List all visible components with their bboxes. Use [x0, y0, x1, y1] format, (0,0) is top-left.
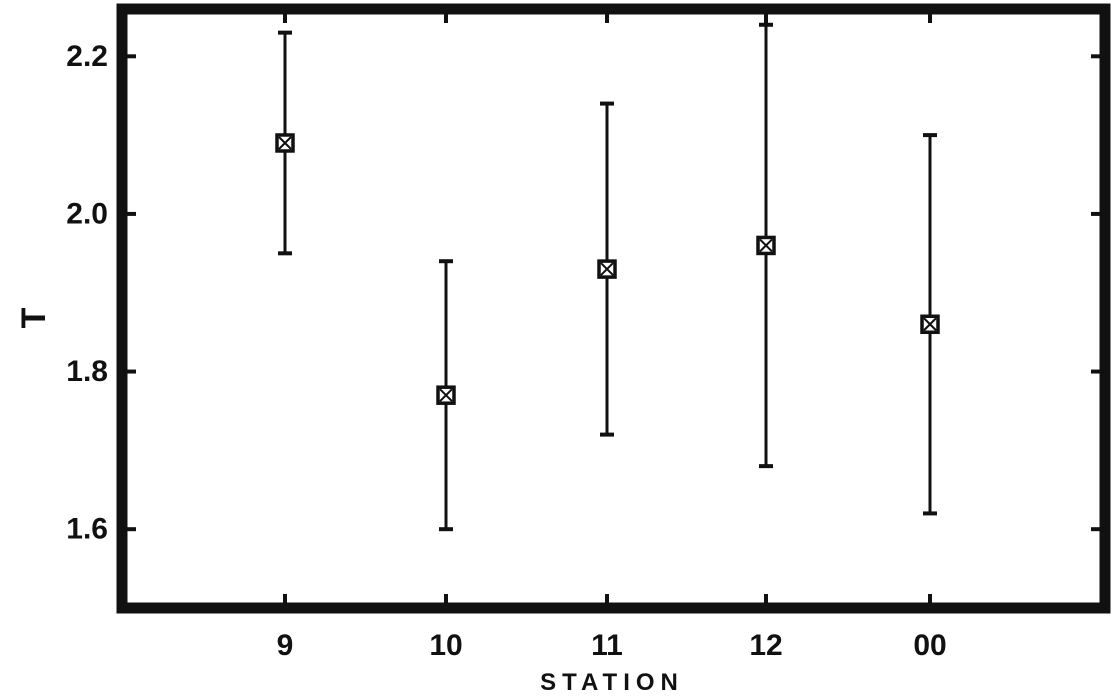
y-tick-label: 2.2: [66, 40, 108, 73]
data-point: [275, 133, 295, 153]
data-point-cross-b: [278, 136, 292, 150]
x-tick-label: 00: [913, 629, 946, 662]
markers: [275, 133, 940, 405]
y-tick-label: 1.6: [66, 513, 108, 546]
x-tick-label: 9: [277, 629, 294, 662]
x-tick-label: 11: [591, 629, 623, 662]
frame-ticks: [122, 9, 1105, 608]
data-point-cross-b: [439, 388, 453, 402]
data-point-cross-b: [600, 262, 614, 276]
x-tick-labels: 9 10 11 12 00: [277, 629, 947, 662]
y-tick-label: 2.0: [66, 197, 108, 230]
data-point-cross-b: [923, 317, 937, 331]
y-axis-title: T: [15, 307, 53, 328]
x-tick-label: 10: [429, 629, 462, 662]
data-point-cross-b: [759, 238, 773, 253]
data-point: [920, 314, 940, 335]
data-point: [436, 385, 456, 405]
plot-frame: [116, 3, 1111, 614]
x-axis-title: STATION: [540, 669, 684, 696]
data-point: [756, 235, 776, 256]
x-tick-label: 12: [749, 629, 782, 662]
y-tick-label: 1.8: [66, 355, 108, 388]
y-tick-labels: 1.6 1.8 2.0 2.2: [66, 40, 108, 546]
data-point: [597, 259, 617, 279]
